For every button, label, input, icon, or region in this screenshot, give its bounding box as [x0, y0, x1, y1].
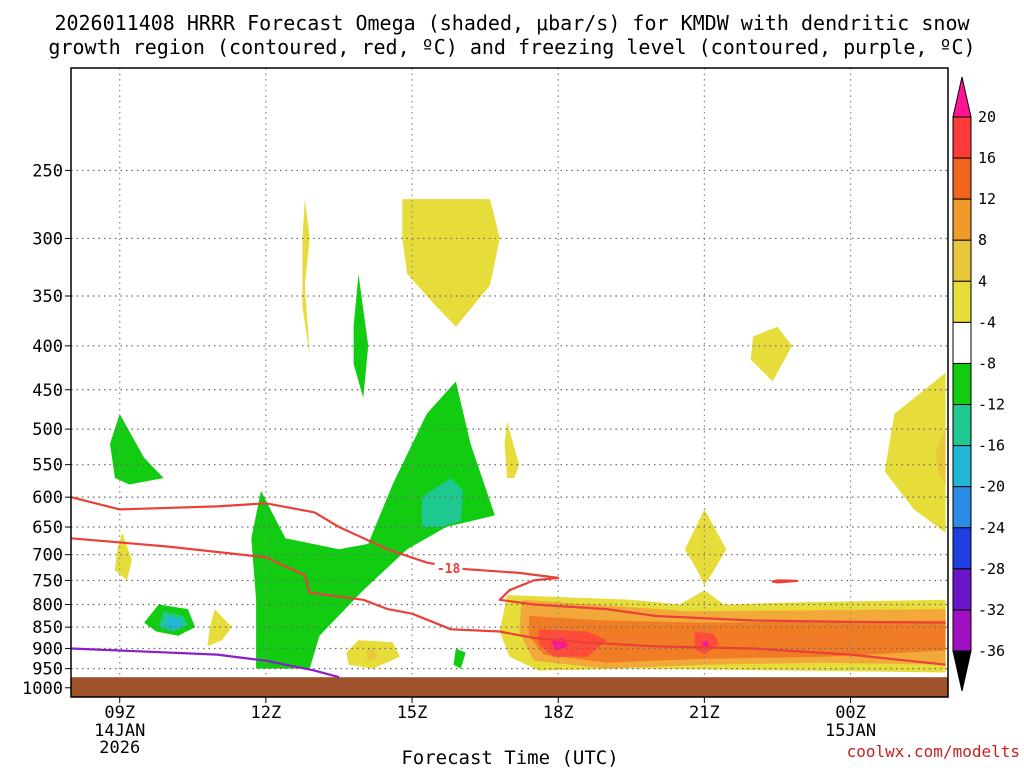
y-tick-label-450: 450 — [32, 381, 63, 401]
colorbar-bin-5 — [952, 321, 972, 364]
colorbar-bin-8 — [952, 445, 972, 488]
colorbar: 20 16 12 8 4 -4 -8 -12 -16 -20 -24 -28 -32 -36 — [952, 76, 1005, 692]
colorbar-bottom-arrow — [952, 650, 972, 692]
contour-dgz-upper-bound — [71, 496, 946, 624]
colorbar-bin-3 — [952, 239, 972, 282]
colorbar-label-3: 8 — [978, 231, 987, 249]
y-tick-label-950: 950 — [32, 660, 63, 680]
x-tick-label-15Z: 15Z — [397, 703, 428, 723]
region-ascent-upper-b — [402, 199, 500, 327]
region-descent-13z-narrow — [353, 274, 369, 398]
x-tick-sublabel-2026: 2026 — [99, 738, 140, 758]
x-tick-label-18Z: 18Z — [543, 703, 574, 723]
region-ascent-right-edge — [884, 372, 946, 533]
region-descent-16z-low — [453, 648, 466, 669]
colorbar-bin-0 — [952, 116, 972, 159]
y-tick-label-800: 800 — [32, 596, 63, 616]
y-tick-label-300: 300 — [32, 229, 63, 249]
y-tick-label-400: 400 — [32, 337, 63, 357]
region-ascent-9z-small — [114, 532, 132, 581]
colorbar-bin-10 — [952, 527, 972, 570]
pressure-axis: 2503003504004505005506006507007508008509… — [22, 161, 71, 699]
credit-text: coolwx.com/modelts — [847, 742, 1020, 761]
colorbar-bin-11 — [952, 568, 972, 611]
contour-label-bg — [434, 559, 463, 575]
region-ascent-21z-spike — [684, 509, 727, 586]
ground-layer — [71, 677, 948, 697]
x-axis-label: Forecast Time (UTC) — [401, 747, 618, 768]
region-ascent-11z-small — [207, 609, 232, 647]
colorbar-label-6: -8 — [978, 354, 996, 372]
region-descent-9z-low-12 — [166, 616, 184, 630]
y-tick-label-750: 750 — [32, 571, 63, 591]
colorbar-bin-4 — [952, 280, 972, 323]
y-tick-label-550: 550 — [32, 456, 63, 476]
region-ascent-16z-small — [504, 421, 520, 478]
colorbar-label-4: 4 — [978, 272, 987, 290]
colorbar-bin-2 — [952, 198, 972, 241]
plot-frame — [70, 67, 949, 698]
colorbar-label-0: 20 — [978, 108, 996, 126]
colorbar-label-13: -36 — [978, 642, 1005, 660]
grid-lines — [71, 68, 948, 697]
colorbar-bin-7 — [952, 404, 972, 447]
contour-label: -18 — [437, 562, 461, 577]
region-ascent-14z-low-core — [365, 648, 378, 661]
x-tick-sublabel-15JAN: 15JAN — [825, 721, 876, 741]
colorbar-label-12: -32 — [978, 601, 1005, 619]
colorbar-label-5: -4 — [978, 313, 996, 331]
chart-title-line-2: growth region (contoured, red, ºC) and f… — [48, 35, 975, 59]
contour-dgz-closed-23z — [771, 579, 799, 584]
region-descent-main-core — [421, 478, 464, 527]
y-tick-label-600: 600 — [32, 488, 63, 508]
colorbar-label-2: 12 — [978, 190, 996, 208]
colorbar-label-10: -24 — [978, 519, 1005, 537]
x-tick-label-09Z: 09Z — [104, 703, 135, 723]
y-tick-label-350: 350 — [32, 287, 63, 307]
contour-lines — [71, 496, 946, 679]
colorbar-bin-12 — [952, 609, 972, 652]
colorbar-bin-6 — [952, 362, 972, 406]
contour-dgz-lower-bound — [71, 537, 946, 666]
region-descent-9z-upper — [110, 413, 164, 485]
region-ascent-right-mid — [750, 326, 793, 382]
contour-freezing-level — [71, 647, 340, 679]
colorbar-bin-9 — [952, 486, 972, 529]
colorbar-bin-1 — [952, 157, 972, 200]
region-descent-main — [251, 381, 495, 669]
y-tick-label-250: 250 — [32, 161, 63, 181]
x-tick-label-00Z: 00Z — [835, 703, 866, 723]
contour-labels: -18 — [434, 559, 463, 577]
x-tick-label-21Z: 21Z — [689, 703, 720, 723]
colorbar-label-11: -28 — [978, 560, 1005, 578]
region-ascent-right-edge-core — [935, 429, 946, 485]
y-tick-label-900: 900 — [32, 639, 63, 659]
plot-background — [71, 68, 948, 697]
y-tick-label-500: 500 — [32, 420, 63, 440]
y-tick-label-650: 650 — [32, 518, 63, 538]
colorbar-label-9: -20 — [978, 478, 1005, 496]
chart-title-line-1: 2026011408 HRRR Forecast Omega (shaded, … — [54, 11, 970, 35]
y-tick-label-700: 700 — [32, 546, 63, 566]
colorbar-label-1: 16 — [978, 149, 996, 167]
y-tick-label-850: 850 — [32, 618, 63, 638]
colorbar-label-7: -12 — [978, 396, 1005, 414]
y-tick-label-1000: 1000 — [22, 679, 63, 699]
x-tick-sublabel-14JAN: 14JAN — [94, 721, 145, 741]
x-tick-label-12Z: 12Z — [251, 703, 282, 723]
colorbar-label-8: -16 — [978, 437, 1005, 455]
colorbar-top-arrow — [952, 76, 972, 118]
